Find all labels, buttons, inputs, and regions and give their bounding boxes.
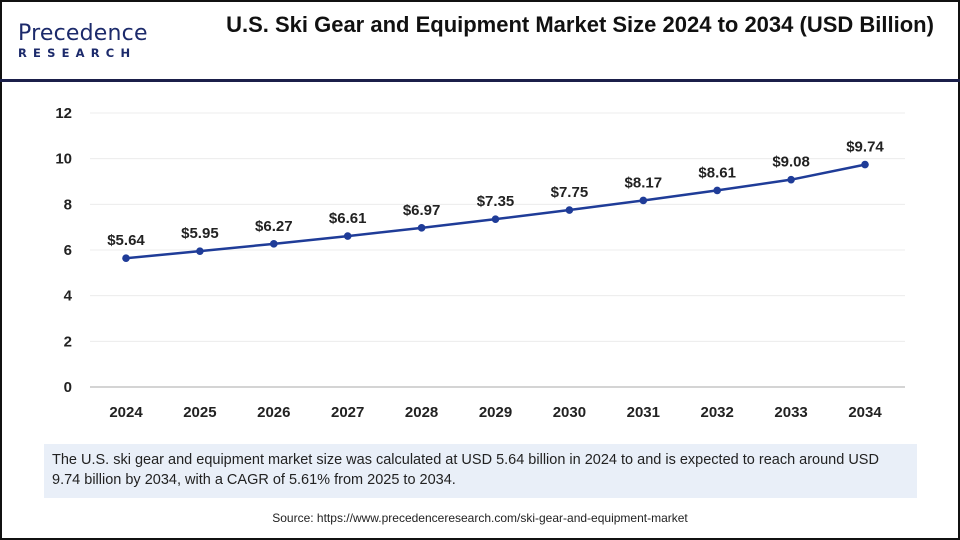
data-point <box>861 160 869 169</box>
source-text: Source: https://www.precedenceresearch.c… <box>272 511 688 525</box>
data-point <box>343 232 352 240</box>
summary-text: The U.S. ski gear and equipment market s… <box>44 444 917 498</box>
x-tick-label: 2027 <box>331 404 364 421</box>
logo-wordmark: Precedence <box>18 21 148 46</box>
y-tick-label: 6 <box>64 242 72 259</box>
x-tick-label: 2030 <box>553 404 586 421</box>
data-label: $6.27 <box>255 218 293 235</box>
y-tick-label: 8 <box>64 196 72 213</box>
series-line <box>125 163 866 260</box>
data-point <box>270 240 278 248</box>
data-point <box>196 247 204 255</box>
x-tick-label: 2033 <box>774 404 807 421</box>
data-point <box>122 254 130 263</box>
data-label: $6.97 <box>403 202 441 219</box>
y-tick-label: 12 <box>55 105 72 122</box>
x-tick-label: 2025 <box>183 404 216 421</box>
x-tick-label: 2029 <box>479 404 512 421</box>
data-label: $9.08 <box>772 154 810 171</box>
y-tick-label: 0 <box>64 379 72 396</box>
logo-subtitle: RESEARCH <box>18 46 137 60</box>
chart-title: U.S. Ski Gear and Equipment Market Size … <box>226 12 934 37</box>
x-tick-label: 2024 <box>109 404 143 421</box>
x-tick-label: 2031 <box>627 404 660 421</box>
y-tick-label: 4 <box>64 288 73 305</box>
data-label: $8.61 <box>698 164 736 181</box>
y-tick-label: 2 <box>64 333 72 350</box>
data-point <box>787 175 795 184</box>
data-point <box>491 215 500 223</box>
header-divider <box>0 79 960 82</box>
data-label: $5.64 <box>107 232 145 249</box>
data-label: $5.95 <box>181 225 219 242</box>
y-tick-label: 10 <box>55 151 72 168</box>
x-tick-label: 2028 <box>405 404 438 421</box>
data-label: $7.75 <box>551 184 589 201</box>
data-point <box>713 186 721 195</box>
x-tick-label: 2034 <box>848 404 882 421</box>
data-label: $9.74 <box>846 139 884 156</box>
x-tick-label: 2032 <box>701 404 734 421</box>
data-point <box>417 224 426 232</box>
data-label: $8.17 <box>625 174 663 191</box>
data-point <box>639 196 648 205</box>
data-point <box>565 206 574 214</box>
x-tick-label: 2026 <box>257 404 290 421</box>
data-label: $6.61 <box>329 210 367 227</box>
logo: Precedence RESEARCH <box>18 21 158 61</box>
data-label: $7.35 <box>477 193 515 210</box>
